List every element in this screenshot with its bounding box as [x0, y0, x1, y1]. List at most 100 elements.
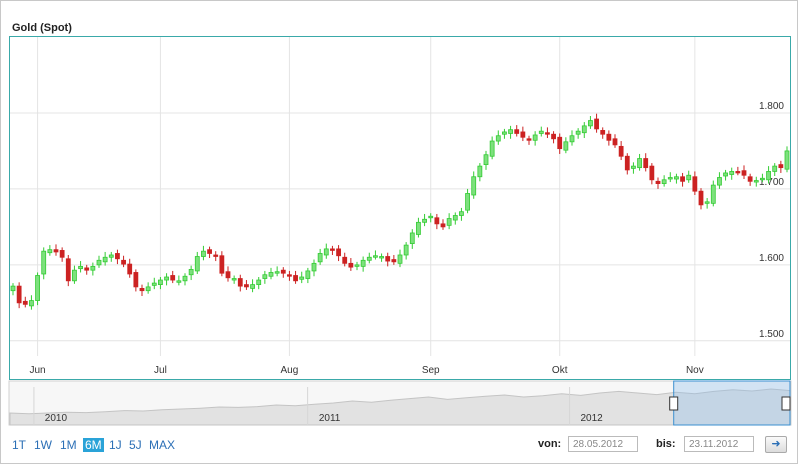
candle-body [594, 118, 599, 130]
candle-body [631, 165, 636, 169]
candle-body [225, 271, 231, 279]
to-date-input[interactable]: 23.11.2012 [684, 436, 754, 452]
candle-body [729, 171, 735, 175]
candle-body [201, 250, 206, 257]
candle-body [207, 249, 212, 254]
candle-body [354, 264, 360, 267]
navigator-area [9, 388, 791, 426]
navigator-handle-right [781, 396, 791, 411]
candle-body [624, 155, 630, 171]
candle-body [489, 140, 495, 157]
candle-body [538, 130, 544, 134]
candle-body [158, 279, 163, 286]
candle-body [747, 176, 753, 182]
apply-date-button[interactable]: ➜ [765, 436, 787, 453]
navigator-year-label: 2011 [319, 413, 341, 424]
candle-body [416, 221, 421, 235]
navigator-handle-left [669, 396, 679, 411]
y-tick-label: 1.800 [759, 101, 784, 112]
y-tick-label: 1.600 [759, 253, 784, 264]
range-button-1w[interactable]: 1W [34, 438, 52, 452]
candle-body [373, 255, 378, 258]
chart-title: Gold (Spot) [12, 22, 72, 34]
range-button-1j[interactable]: 1J [109, 438, 122, 452]
candle-body [133, 272, 139, 288]
candle-body [446, 218, 452, 226]
navigator-year-label: 2010 [45, 413, 68, 424]
candle-body [717, 177, 722, 186]
candle-body [545, 132, 550, 135]
candle-body [477, 165, 483, 178]
candle-body [606, 133, 612, 141]
x-tick-label: Sep [422, 365, 440, 376]
candle-body [753, 180, 759, 183]
candle-body [293, 275, 298, 282]
candle-body [330, 248, 335, 251]
candle-body [508, 129, 513, 134]
candle-body [692, 176, 698, 192]
candle-body [139, 288, 145, 292]
candle-body [471, 176, 477, 196]
candle-body [317, 253, 323, 263]
candle-body [231, 278, 237, 281]
candle-body [440, 223, 446, 228]
candle-body [59, 250, 65, 258]
candle-body [194, 256, 200, 272]
x-tick-label: Jul [154, 365, 167, 376]
candle-body [78, 265, 83, 270]
candle-body [164, 276, 169, 281]
candle-body [618, 145, 624, 157]
candle-body [766, 171, 771, 181]
candle-body [244, 284, 249, 288]
arrow-right-icon: ➜ [771, 438, 781, 450]
range-button-max[interactable]: MAX [149, 438, 176, 452]
candle-body [299, 276, 305, 280]
candle-body [102, 256, 108, 263]
candle-body [723, 172, 728, 177]
candle-body [422, 218, 427, 223]
candle-body [434, 217, 440, 225]
candle-body [188, 269, 194, 276]
candle-body [29, 300, 34, 307]
candle-body [84, 267, 90, 271]
range-button-5j[interactable]: 5J [129, 438, 142, 452]
range-button-1t[interactable]: 1T [12, 438, 27, 452]
navigator-year-label: 2012 [580, 413, 603, 424]
candle-body [336, 248, 341, 257]
candle-body [643, 158, 649, 169]
candle-body [514, 129, 520, 134]
candle-body [403, 244, 409, 256]
candle-body [280, 269, 286, 274]
candle-body [348, 262, 354, 268]
range-button-1m[interactable]: 1M [60, 438, 77, 452]
x-tick-label: Jun [30, 365, 46, 376]
from-date-input[interactable]: 28.05.2012 [568, 436, 638, 452]
candle-body [47, 249, 53, 254]
candle-body [680, 176, 685, 182]
plot-area [9, 36, 791, 380]
candle-body [16, 285, 22, 304]
candle-body [452, 215, 458, 221]
candle-body [151, 282, 157, 286]
candle-body [551, 133, 556, 140]
candle-body [10, 285, 16, 292]
candle-body [772, 165, 778, 172]
candle-body [674, 176, 679, 180]
candle-body [612, 138, 618, 146]
y-tick-label: 1.500 [759, 329, 784, 340]
candle-body [637, 158, 642, 169]
candle-body [305, 270, 311, 279]
x-tick-label: Okt [552, 365, 568, 376]
range-button-6m[interactable]: 6M [83, 438, 104, 452]
candle-body [237, 278, 243, 287]
candle-body [710, 184, 716, 204]
candle-body [483, 154, 489, 166]
candle-body [287, 274, 292, 277]
candle-body [121, 259, 126, 265]
candle-body [250, 284, 255, 289]
candle-body [182, 275, 188, 282]
candle-body [35, 275, 40, 301]
candle-body [115, 253, 120, 260]
x-tick-label: Nov [686, 365, 704, 376]
